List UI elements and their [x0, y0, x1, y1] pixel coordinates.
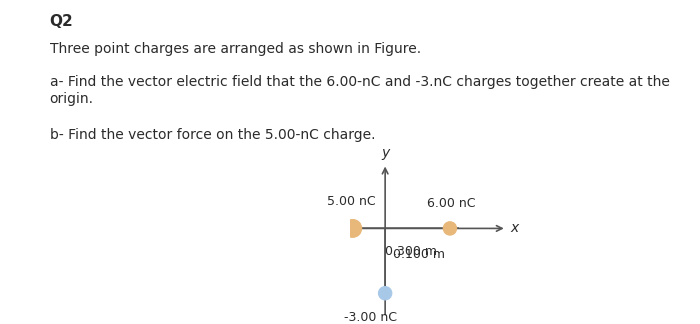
Text: 5.00 nC: 5.00 nC [327, 195, 375, 208]
Text: Three point charges are arranged as shown in Figure.: Three point charges are arranged as show… [50, 42, 421, 56]
Text: y: y [381, 146, 389, 160]
Text: Q2: Q2 [50, 14, 74, 29]
Text: b- Find the vector force on the 5.00-nC charge.: b- Find the vector force on the 5.00-nC … [50, 128, 375, 142]
Text: origin.: origin. [50, 92, 94, 106]
Text: a- Find the vector electric field that the 6.00-nC and -3.nC charges together cr: a- Find the vector electric field that t… [50, 75, 670, 89]
Text: x: x [510, 221, 518, 236]
Circle shape [443, 222, 456, 235]
Text: 6.00 nC: 6.00 nC [427, 197, 476, 210]
Circle shape [344, 220, 362, 237]
Circle shape [379, 286, 392, 300]
Text: -3.00 nC: -3.00 nC [344, 311, 397, 324]
Text: 0.300 m: 0.300 m [385, 245, 437, 258]
Text: 0.100 m: 0.100 m [393, 248, 445, 261]
